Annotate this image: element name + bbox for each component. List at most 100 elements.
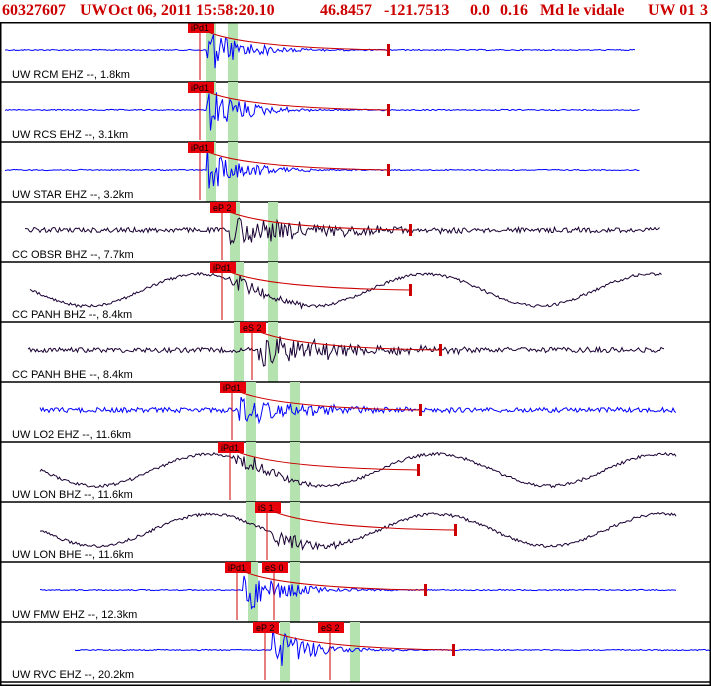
p-window-highlight bbox=[246, 442, 256, 502]
p-window-highlight bbox=[206, 82, 216, 142]
s-window-highlight bbox=[268, 322, 278, 382]
pick-box bbox=[255, 502, 281, 513]
s-window-highlight bbox=[350, 622, 360, 682]
trace-row: iS 1 UW LON BHE --, 11.6km bbox=[0, 502, 711, 563]
p-window-highlight bbox=[206, 22, 216, 82]
pick-box bbox=[188, 82, 214, 93]
pick2-box bbox=[318, 622, 344, 633]
pick-label: eP 2 bbox=[256, 623, 274, 633]
s-window-highlight bbox=[228, 142, 238, 202]
trace-row: iPd1 UW RCS EHZ --, 3.1km bbox=[0, 82, 711, 143]
waveform bbox=[39, 451, 677, 489]
trace-row: iPd1 UW LO2 EHZ --, 11.6km bbox=[0, 382, 711, 443]
trace-row: iPd1 UW STAR EHZ --, 3.2km bbox=[0, 142, 711, 203]
p-window-highlight bbox=[246, 382, 256, 442]
pick-label: iPd1 bbox=[213, 263, 231, 273]
s-window-highlight bbox=[290, 502, 300, 562]
coda-end-marker bbox=[417, 464, 420, 476]
pick-label: iPd1 bbox=[191, 23, 209, 33]
station-label: UW RVC EHZ --, 20.2km bbox=[12, 669, 134, 681]
event-magnitude: 0.16 bbox=[500, 2, 528, 19]
event-extra: 3 bbox=[700, 2, 708, 19]
station-label: UW FMW EHZ --, 12.3km bbox=[12, 609, 137, 621]
pick-label: iPd1 bbox=[191, 143, 209, 153]
coda-fit bbox=[207, 31, 389, 51]
coda-end-marker bbox=[452, 644, 455, 656]
s-window-highlight bbox=[228, 22, 238, 82]
event-lat: 46.8457 bbox=[320, 2, 372, 19]
s-window-highlight bbox=[290, 442, 300, 502]
p-window-highlight bbox=[234, 262, 244, 322]
pick-label: iPd1 bbox=[191, 83, 209, 93]
station-label: CC PANH BHZ --, 8.4km bbox=[12, 309, 132, 321]
station-label: UW LON BHZ --, 11.6km bbox=[12, 489, 133, 501]
coda-end-marker bbox=[409, 284, 412, 296]
pick-box bbox=[210, 202, 236, 213]
coda-end-marker bbox=[387, 104, 390, 116]
coda-end-marker bbox=[424, 584, 427, 596]
coda-end-marker bbox=[454, 524, 457, 536]
event-id: 60327607 bbox=[2, 2, 66, 19]
coda-end-marker bbox=[409, 224, 412, 236]
event-header: 60327607 UW Oct 06, 2011 15:58:20.10 46.… bbox=[0, 0, 711, 22]
coda-fit bbox=[259, 331, 441, 351]
coda-end-marker bbox=[387, 44, 390, 56]
pick-box bbox=[188, 142, 214, 153]
s-window-highlight bbox=[268, 262, 278, 322]
waveform bbox=[4, 147, 640, 189]
event-depth: 0.0 bbox=[470, 2, 490, 19]
p-window-highlight bbox=[248, 562, 258, 622]
station-label: CC PANH BHE --, 8.4km bbox=[12, 369, 133, 381]
p-window-highlight bbox=[206, 142, 216, 202]
station-label: UW LON BHE --, 11.6km bbox=[12, 549, 133, 561]
waveform bbox=[4, 34, 636, 69]
station-label: UW RCM EHZ --, 1.8km bbox=[12, 69, 130, 81]
waveform bbox=[25, 217, 660, 246]
pick-label: iPd1 bbox=[221, 443, 239, 453]
event-analyst: le vidale bbox=[568, 2, 625, 19]
s-window-highlight bbox=[228, 82, 238, 142]
coda-fit bbox=[239, 391, 421, 411]
pick-box bbox=[220, 382, 246, 393]
pick-box bbox=[210, 262, 236, 273]
pick-box bbox=[253, 622, 279, 633]
trace-row: eP 2 CC OBSR BHZ --, 7.7km bbox=[0, 202, 711, 263]
s-window-highlight bbox=[290, 382, 300, 442]
p-window-highlight bbox=[230, 202, 240, 262]
station-label: UW LO2 EHZ --, 11.6km bbox=[12, 429, 131, 441]
p-window-highlight bbox=[246, 502, 256, 562]
pick-box bbox=[225, 562, 251, 573]
pick-box bbox=[218, 442, 244, 453]
trace-row: iPd1 eS 0 UW FMW EHZ --, 12.3km bbox=[0, 562, 711, 623]
trace-row: iPd1 CC PANH BHZ --, 8.4km bbox=[0, 262, 711, 323]
seismogram-panel[interactable]: iPd1 UW RCM EHZ --, 1.8km iPd1 UW RCS EHZ -… bbox=[0, 22, 711, 686]
waveform bbox=[39, 575, 677, 610]
coda-fit bbox=[207, 91, 389, 111]
event-mag-type: Md bbox=[540, 2, 564, 19]
p-window-highlight bbox=[280, 622, 290, 682]
event-source: UW 01 bbox=[648, 2, 696, 19]
pick-box bbox=[240, 322, 266, 333]
coda-end-marker bbox=[387, 164, 390, 176]
trace-row: eS 2 CC PANH BHE --, 8.4km bbox=[0, 322, 711, 383]
station-label: UW STAR EHZ --, 3.2km bbox=[12, 189, 133, 201]
pick2-label: eS 0 bbox=[265, 563, 284, 573]
coda-fit bbox=[229, 211, 411, 231]
event-network: UW bbox=[80, 2, 108, 19]
event-lon: -121.7513 bbox=[384, 2, 450, 19]
pick-label: iS 1 bbox=[258, 503, 274, 513]
coda-fit bbox=[229, 271, 411, 291]
waveform bbox=[74, 627, 711, 666]
coda-fit bbox=[237, 451, 419, 471]
coda-fit bbox=[272, 631, 454, 651]
pick2-label: eS 2 bbox=[321, 623, 340, 633]
waveform bbox=[27, 336, 665, 367]
pick-label: iPd1 bbox=[223, 383, 241, 393]
station-label: UW RCS EHZ --, 3.1km bbox=[12, 129, 128, 141]
trace-row: iPd1 UW LON BHZ --, 11.6km bbox=[0, 442, 711, 503]
pick2-box bbox=[262, 562, 288, 573]
waveform bbox=[39, 511, 677, 551]
waveform bbox=[29, 271, 662, 310]
waveform bbox=[4, 92, 640, 131]
coda-fit bbox=[207, 151, 389, 171]
